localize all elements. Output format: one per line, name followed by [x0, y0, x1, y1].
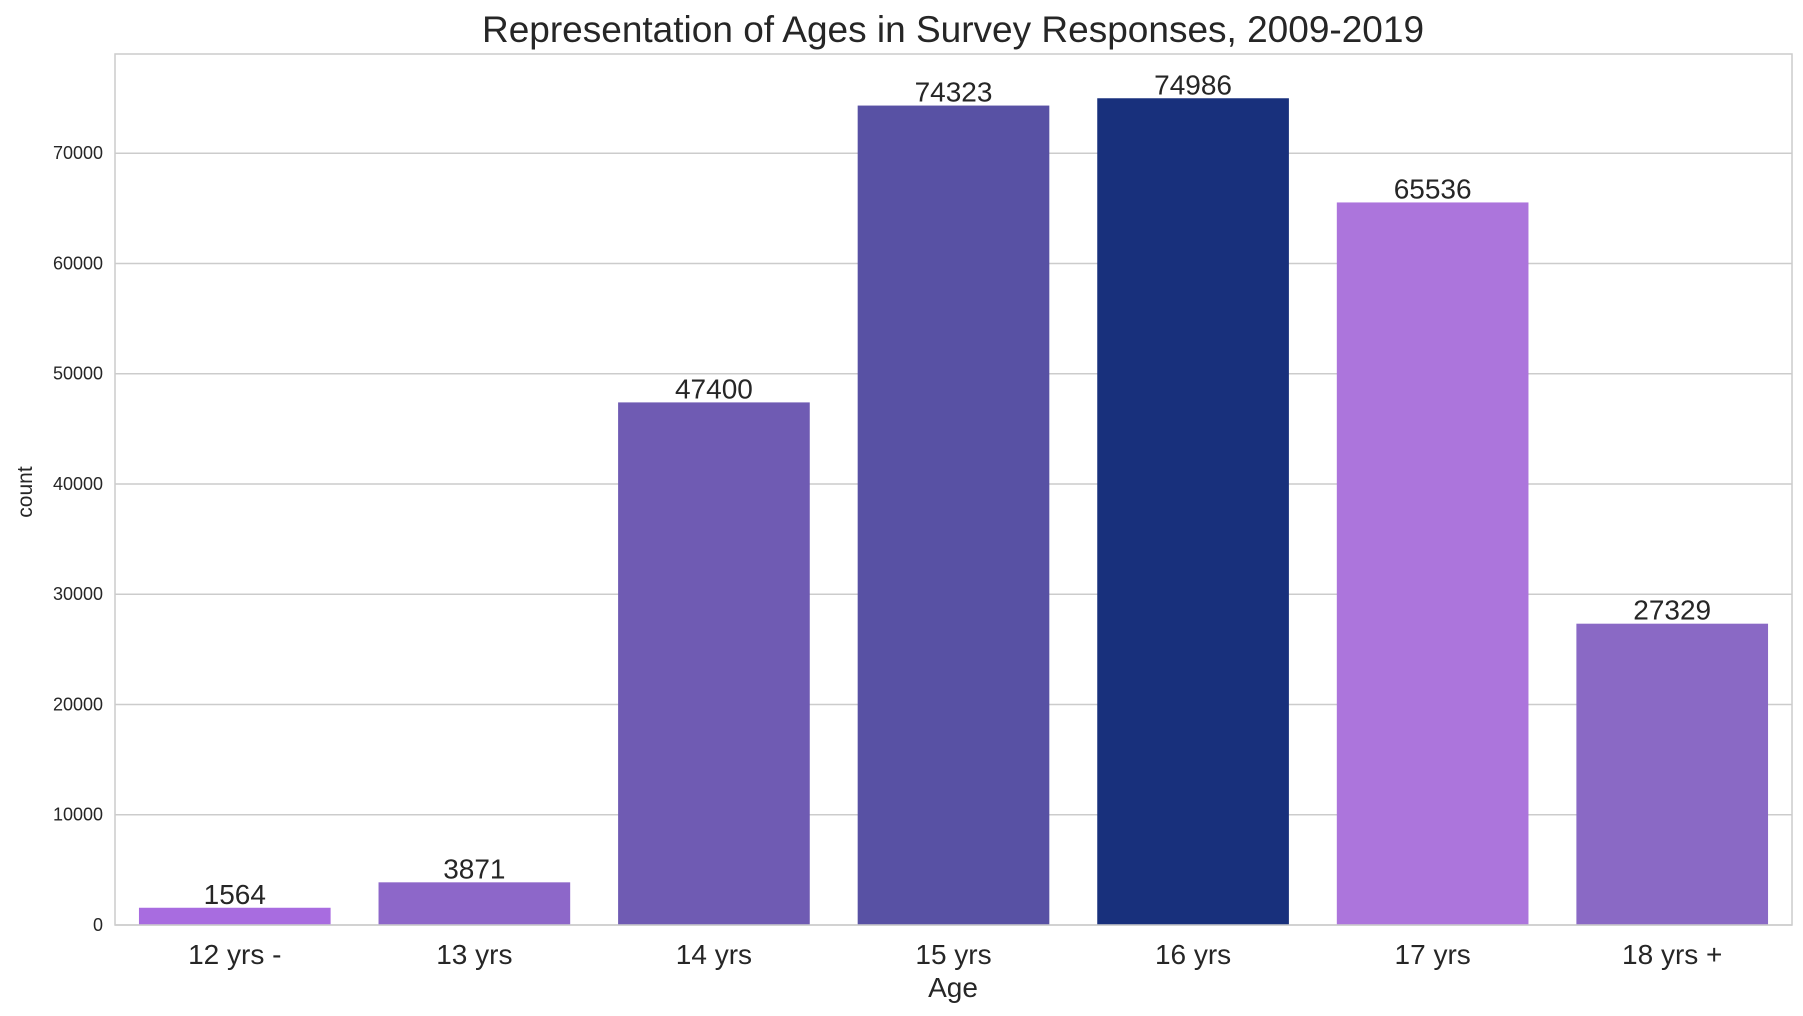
x-axis-ticks: 12 yrs - 13 yrs 14 yrs 15 yrs 16 yrs 17 yrs 18…: [188, 939, 1722, 970]
bar: [1097, 98, 1289, 926]
data-label: 1564: [204, 879, 266, 910]
data-label: 47400: [675, 373, 753, 404]
data-label: 74323: [915, 77, 993, 108]
x-tick-label: 16 yrs: [1155, 939, 1231, 970]
x-tick-label: 14 yrs: [676, 939, 752, 970]
bar: [857, 105, 1050, 925]
bar: [1576, 623, 1769, 925]
y-tick-label: 0: [93, 915, 103, 935]
plot-frame: [114, 53, 1793, 926]
x-tick-label: 17 yrs: [1395, 939, 1471, 970]
x-tick-label: 18 yrs +: [1622, 939, 1722, 970]
data-label: 3871: [443, 853, 505, 884]
bar: [1336, 202, 1529, 926]
y-tick-label: 10000: [53, 805, 103, 825]
data-label: 65536: [1394, 173, 1472, 204]
x-tick-label: 12 yrs -: [188, 939, 281, 970]
bar: [618, 402, 810, 925]
data-labels: 1564 3871 47400 74323 74986 65536 27329: [204, 69, 1712, 910]
y-tick-label: 40000: [53, 474, 103, 494]
y-tick-label: 70000: [53, 143, 103, 163]
y-tick-label: 60000: [53, 253, 103, 273]
data-label: 74986: [1154, 69, 1232, 100]
chart-title: Representation of Ages in Survey Respons…: [482, 9, 1424, 50]
y-tick-label: 20000: [53, 694, 103, 714]
x-axis-label: Age: [928, 972, 978, 1003]
data-label: 27329: [1633, 595, 1711, 626]
y-tick-label: 50000: [53, 364, 103, 384]
bars: [138, 98, 1769, 926]
y-axis-ticks: 0 10000 20000 30000 40000 50000 60000 70000: [53, 143, 103, 935]
x-tick-label: 13 yrs: [436, 939, 512, 970]
y-tick-label: 30000: [53, 584, 103, 604]
bar: [138, 907, 331, 925]
bar: [378, 882, 571, 925]
y-axis-label: count: [14, 466, 37, 518]
x-tick-label: 15 yrs: [915, 939, 991, 970]
